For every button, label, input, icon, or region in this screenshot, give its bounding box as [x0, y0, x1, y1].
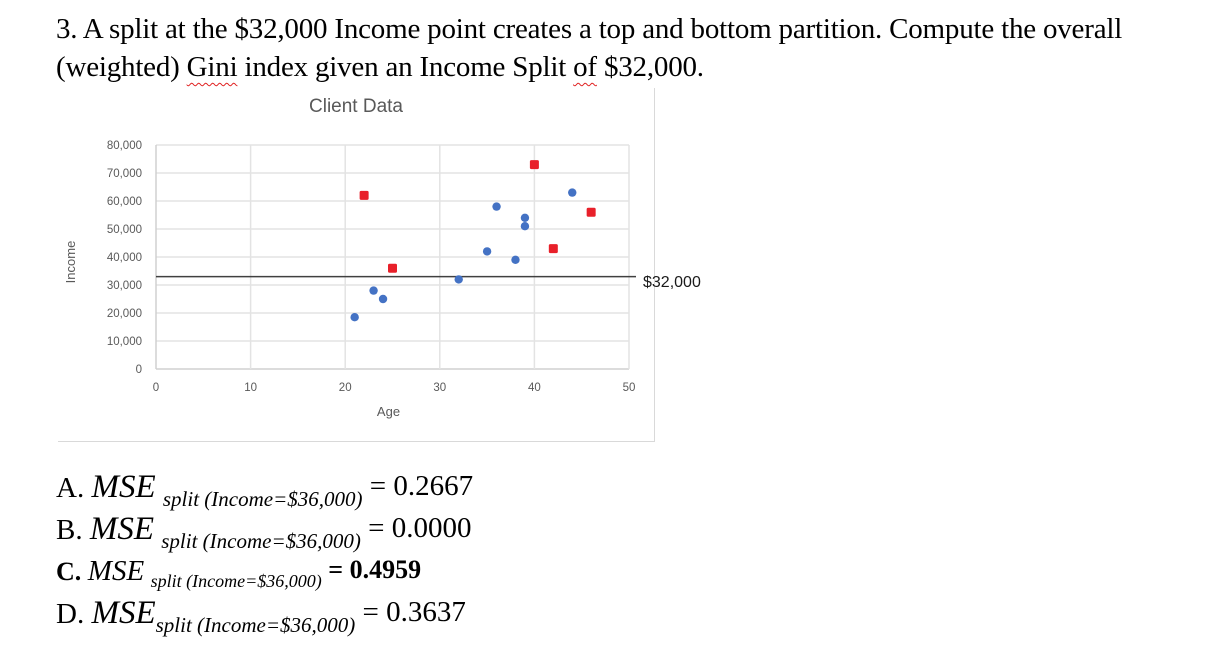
answer-options: A. MSE split (Income=$36,000) = 0.2667 B…	[56, 466, 474, 637]
y-tick-label: 60,000	[107, 196, 142, 208]
x-axis-label: Age	[377, 404, 400, 419]
chart-title: Client Data	[309, 96, 403, 117]
x-tick-label: 0	[153, 382, 159, 394]
threshold-label: $32,000	[643, 274, 701, 291]
question-number: 3.	[56, 13, 78, 45]
plot-area: 0 10,000 20,000 30,000 40,000 50,000 60,000 70,…	[63, 140, 636, 419]
spellcheck-word-gini[interactable]: Gini	[186, 51, 238, 83]
data-point-circle	[520, 213, 530, 222]
data-point-square	[388, 263, 397, 273]
data-point-square	[548, 244, 558, 254]
scatter-chart: Client Data 0 10,000 20,000 30,000 40,000 50,…	[58, 88, 655, 442]
x-tick-label: 30	[433, 382, 446, 394]
x-tick-label: 50	[623, 382, 636, 394]
data-point-circle	[568, 188, 577, 197]
data-point-circle	[350, 313, 359, 322]
y-tick-label: 70,000	[107, 168, 142, 180]
data-point-circle	[492, 202, 501, 211]
answer-option-b[interactable]: B. MSE split (Income=$36,000) = 0.0000	[56, 511, 472, 553]
data-point-square	[359, 190, 369, 200]
y-tick-label: 50,000	[107, 224, 142, 236]
data-point-circle	[520, 222, 530, 231]
x-tick-label: 10	[244, 382, 257, 394]
x-tick-label: 40	[528, 382, 541, 394]
x-tick-label: 20	[339, 382, 352, 394]
data-point-square	[529, 160, 539, 170]
data-point-square	[586, 207, 596, 217]
question-text: 3. A split at the $32,000 Income point c…	[56, 13, 1123, 83]
y-tick-label: 0	[136, 364, 142, 376]
y-tick-label: 40,000	[107, 252, 142, 264]
y-tick-label: 30,000	[107, 280, 142, 292]
y-axis-label: Income	[63, 241, 78, 284]
data-point-circle	[454, 275, 463, 284]
data-point-circle	[482, 247, 492, 256]
y-tick-label: 80,000	[107, 140, 142, 152]
answer-option-d[interactable]: D. MSEsplit (Income=$36,000) = 0.3637	[56, 595, 466, 637]
data-point-circle	[369, 286, 378, 295]
spellcheck-word-of[interactable]: of	[573, 51, 597, 83]
data-point-circle	[511, 255, 520, 264]
answer-option-a[interactable]: A. MSE split (Income=$36,000) = 0.2667	[56, 469, 474, 511]
data-point-circle	[378, 294, 388, 304]
y-tick-label: 20,000	[107, 308, 142, 320]
answer-option-c[interactable]: C. MSE split (Income=$36,000) = 0.4959	[56, 555, 422, 591]
y-tick-label: 10,000	[107, 336, 142, 348]
